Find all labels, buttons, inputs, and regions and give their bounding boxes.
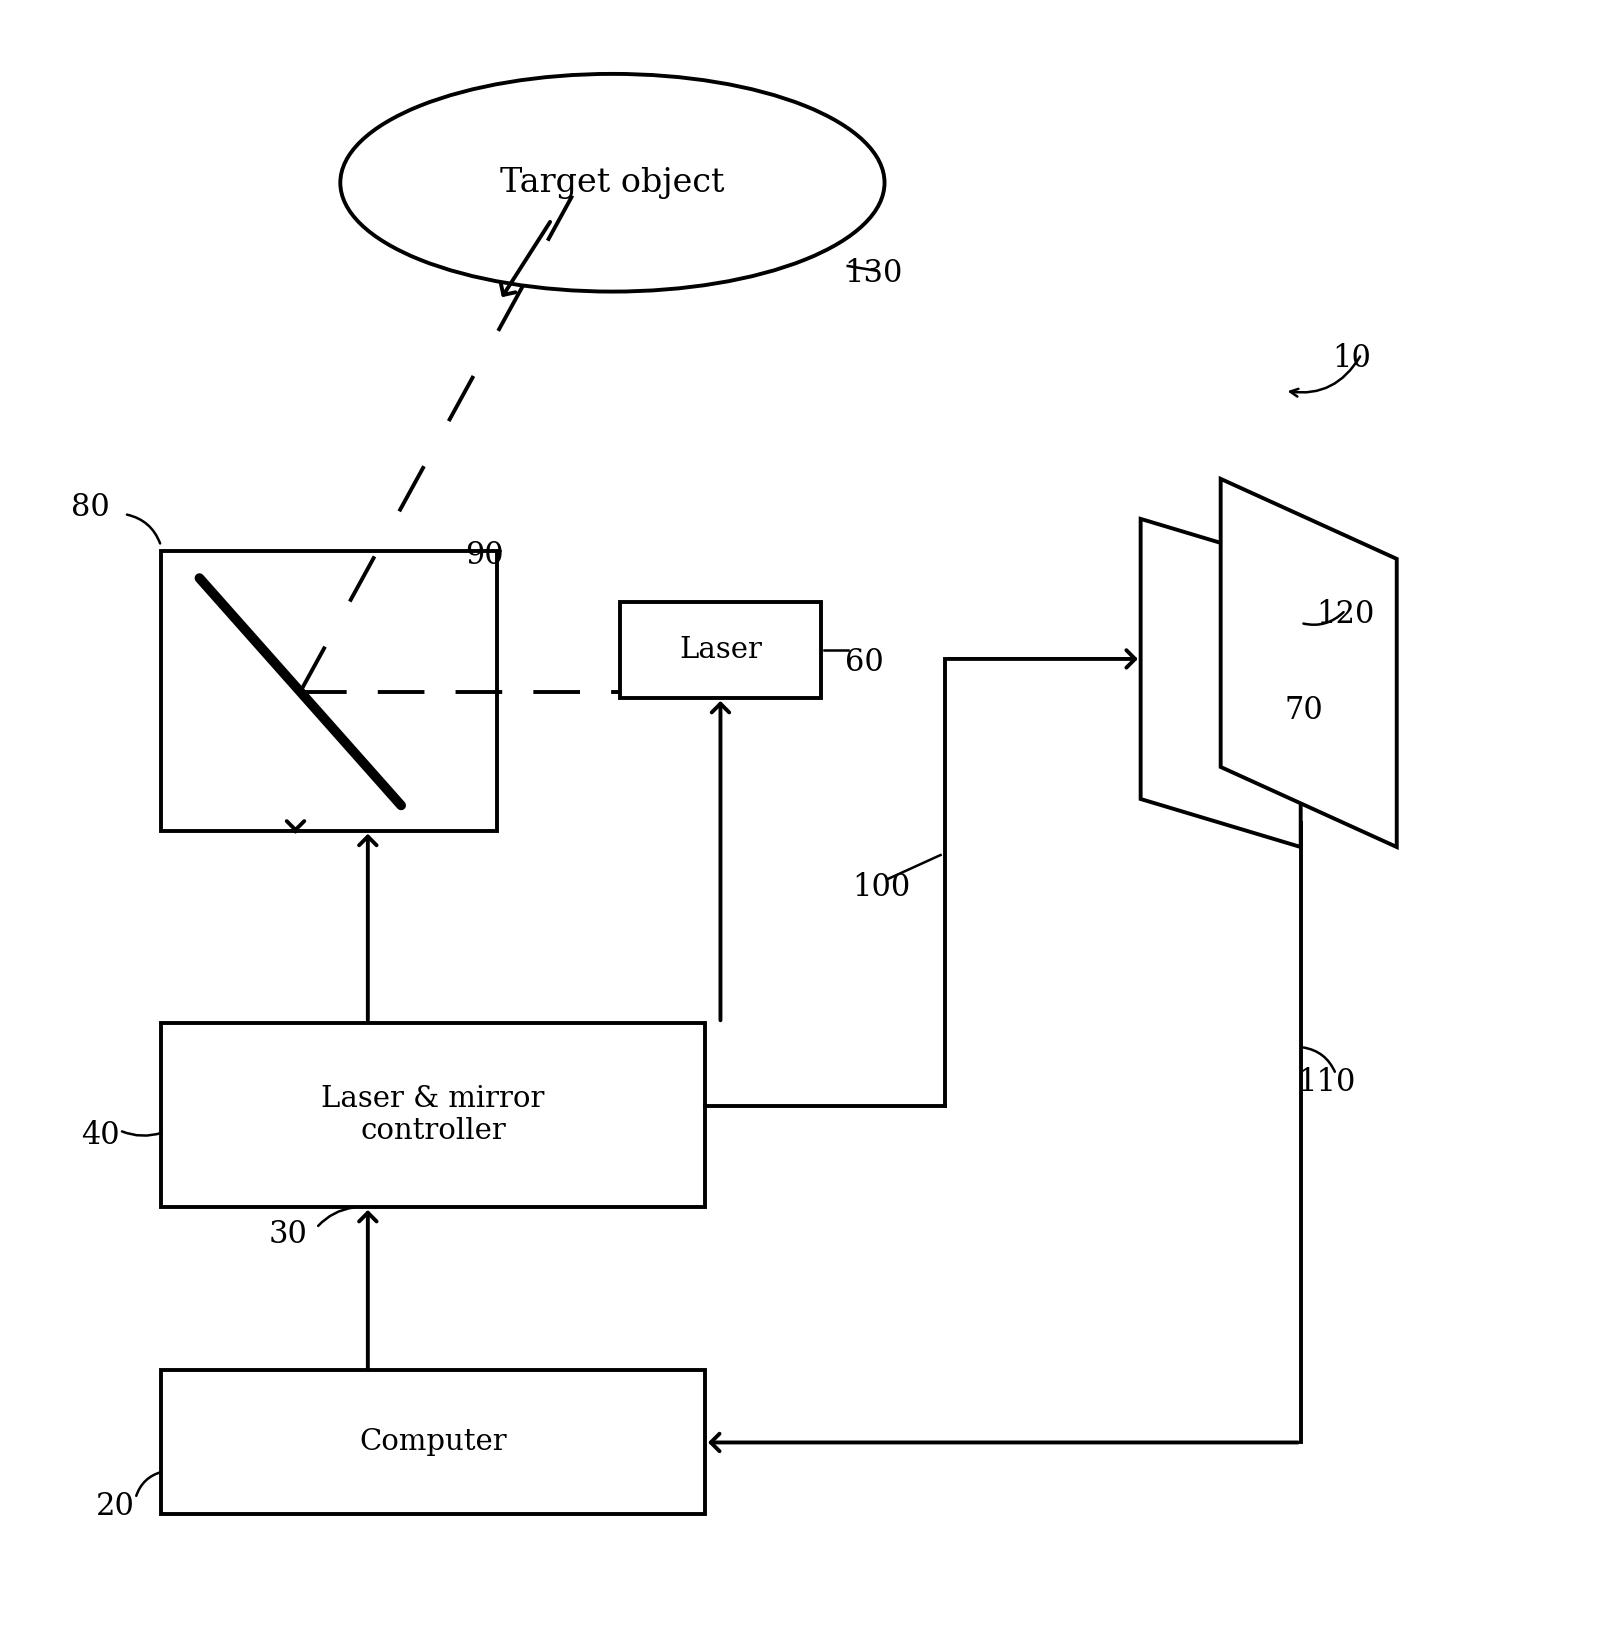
Text: 120: 120: [1316, 600, 1376, 631]
Text: Target object: Target object: [500, 166, 724, 199]
Text: Laser: Laser: [679, 636, 763, 663]
Polygon shape: [1221, 479, 1397, 848]
Text: 20: 20: [95, 1491, 134, 1522]
Text: 40: 40: [80, 1120, 119, 1151]
Text: 110: 110: [1297, 1066, 1356, 1099]
Bar: [161, 1371, 705, 1514]
Text: 70: 70: [1284, 696, 1324, 727]
Bar: [161, 551, 497, 831]
Text: 60: 60: [845, 647, 883, 678]
Text: 80: 80: [71, 492, 109, 523]
Text: 30: 30: [269, 1219, 307, 1250]
Text: 10: 10: [1332, 344, 1371, 375]
Text: Laser & mirror
controller: Laser & mirror controller: [322, 1086, 545, 1146]
Polygon shape: [1141, 518, 1300, 848]
Bar: [621, 601, 821, 698]
Text: 90: 90: [465, 540, 504, 570]
Text: Computer: Computer: [359, 1428, 507, 1457]
Text: 100: 100: [853, 872, 911, 903]
Text: 130: 130: [845, 259, 903, 290]
Bar: [161, 1024, 705, 1208]
Ellipse shape: [341, 73, 885, 292]
